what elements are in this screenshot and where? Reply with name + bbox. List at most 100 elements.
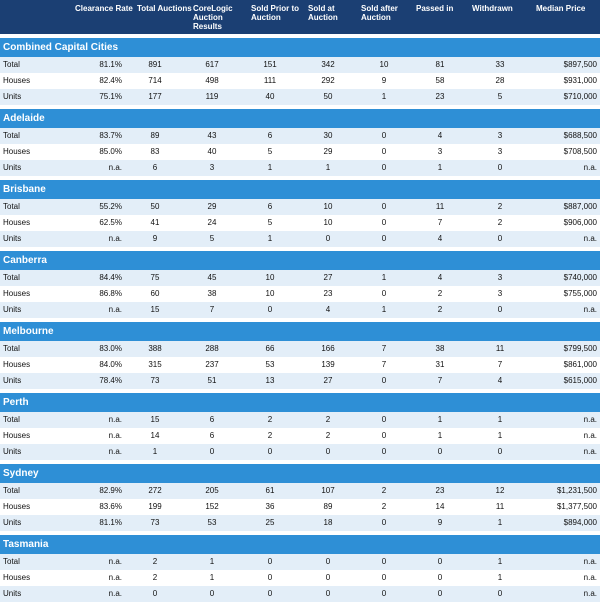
cell-sold-at: 4 xyxy=(325,305,331,314)
cell-sold-prior: 10 xyxy=(265,289,275,298)
cell-sold-after: 0 xyxy=(381,163,387,172)
cell-sold-after: 0 xyxy=(381,202,387,211)
table-row: Houses 82.4% 714 498 111 292 9 58 28 $931,000 xyxy=(0,73,600,89)
cell-clearance-rate: 86.8% xyxy=(99,289,122,298)
cell-clearance-rate: n.a. xyxy=(108,557,122,566)
cell-clearance-rate: 81.1% xyxy=(99,518,122,527)
header-median-price: Median Price xyxy=(536,4,586,13)
cell-sold-at: 0 xyxy=(325,447,331,456)
table-row: Units n.a. 9 5 1 0 0 4 0 n.a. xyxy=(0,231,600,247)
cell-median-price: $906,000 xyxy=(563,218,597,227)
cell-sold-after: 2 xyxy=(381,502,387,511)
region-gap xyxy=(0,247,600,251)
cell-sold-prior: 6 xyxy=(267,131,273,140)
row-label: Units xyxy=(3,234,22,243)
cell-corelogic-results: 40 xyxy=(207,147,217,156)
cell-clearance-rate: n.a. xyxy=(108,431,122,440)
cell-total-auctions: 75 xyxy=(150,273,160,282)
region-heading: Melbourne xyxy=(0,322,600,341)
cell-median-price: n.a. xyxy=(583,447,597,456)
cell-corelogic-results: 1 xyxy=(209,573,215,582)
cell-sold-after: 7 xyxy=(381,344,387,353)
cell-withdrawn: 11 xyxy=(495,344,505,353)
cell-sold-at: 0 xyxy=(325,234,331,243)
cell-sold-after: 0 xyxy=(381,447,387,456)
row-label: Total xyxy=(3,60,20,69)
row-label: Total xyxy=(3,557,20,566)
row-label: Total xyxy=(3,202,20,211)
cell-sold-prior: 0 xyxy=(267,557,273,566)
cell-sold-after: 0 xyxy=(381,376,387,385)
cell-sold-prior: 10 xyxy=(265,273,275,282)
cell-sold-after: 0 xyxy=(381,289,387,298)
cell-corelogic-results: 617 xyxy=(205,60,219,69)
cell-passed-in: 1 xyxy=(437,415,443,424)
cell-median-price: $1,231,500 xyxy=(556,486,597,495)
cell-total-auctions: 714 xyxy=(148,76,162,85)
cell-clearance-rate: n.a. xyxy=(108,415,122,424)
row-label: Houses xyxy=(3,360,31,369)
cell-corelogic-results: 7 xyxy=(209,305,215,314)
cell-sold-after: 0 xyxy=(381,218,387,227)
cell-corelogic-results: 6 xyxy=(209,431,215,440)
cell-corelogic-results: 119 xyxy=(205,92,219,101)
cell-sold-at: 1 xyxy=(325,163,331,172)
cell-clearance-rate: n.a. xyxy=(108,589,122,598)
row-label: Total xyxy=(3,131,20,140)
cell-clearance-rate: 62.5% xyxy=(99,218,122,227)
cell-sold-prior: 0 xyxy=(267,447,273,456)
cell-withdrawn: 12 xyxy=(495,486,505,495)
row-label: Units xyxy=(3,447,22,456)
cell-sold-prior: 151 xyxy=(263,60,277,69)
cell-passed-in: 1 xyxy=(437,163,443,172)
cell-passed-in: 0 xyxy=(437,557,443,566)
cell-sold-prior: 36 xyxy=(265,502,275,511)
cell-median-price: $755,000 xyxy=(563,289,597,298)
table-row: Houses 85.0% 83 40 5 29 0 3 3 $708,500 xyxy=(0,144,600,160)
cell-sold-after: 1 xyxy=(381,92,387,101)
cell-passed-in: 9 xyxy=(437,518,443,527)
cell-passed-in: 0 xyxy=(437,573,443,582)
cell-sold-prior: 6 xyxy=(267,202,273,211)
cell-passed-in: 7 xyxy=(437,218,443,227)
cell-sold-at: 0 xyxy=(325,589,331,598)
row-label: Houses xyxy=(3,76,31,85)
cell-median-price: $710,000 xyxy=(563,92,597,101)
table-row: Total 84.4% 75 45 10 27 1 4 3 $740,000 xyxy=(0,270,600,286)
row-label: Total xyxy=(3,273,20,282)
cell-sold-after: 1 xyxy=(381,305,387,314)
region-gap xyxy=(0,34,600,38)
row-label: Total xyxy=(3,486,20,495)
table-row: Houses 86.8% 60 38 10 23 0 2 3 $755,000 xyxy=(0,286,600,302)
cell-sold-prior: 0 xyxy=(267,589,273,598)
cell-corelogic-results: 38 xyxy=(207,289,217,298)
cell-sold-prior: 25 xyxy=(265,518,275,527)
cell-sold-prior: 1 xyxy=(267,234,273,243)
cell-corelogic-results: 205 xyxy=(205,486,219,495)
table-row: Houses 62.5% 41 24 5 10 0 7 2 $906,000 xyxy=(0,215,600,231)
header-withdrawn: Withdrawn xyxy=(472,4,513,13)
row-label: Houses xyxy=(3,218,31,227)
cell-sold-prior: 53 xyxy=(265,360,275,369)
cell-total-auctions: 2 xyxy=(152,557,158,566)
cell-passed-in: 14 xyxy=(435,502,445,511)
region-gap xyxy=(0,176,600,180)
cell-withdrawn: 3 xyxy=(497,131,503,140)
cell-sold-at: 0 xyxy=(325,573,331,582)
table-row: Units 81.1% 73 53 25 18 0 9 1 $894,000 xyxy=(0,515,600,531)
cell-passed-in: 23 xyxy=(435,486,445,495)
cell-total-auctions: 315 xyxy=(148,360,162,369)
row-label: Houses xyxy=(3,147,31,156)
cell-withdrawn: 0 xyxy=(497,163,503,172)
cell-sold-prior: 61 xyxy=(265,486,275,495)
cell-median-price: $894,000 xyxy=(563,518,597,527)
cell-clearance-rate: 83.7% xyxy=(99,131,122,140)
cell-total-auctions: 891 xyxy=(148,60,162,69)
cell-corelogic-results: 0 xyxy=(209,589,215,598)
region-gap xyxy=(0,531,600,535)
cell-clearance-rate: 82.4% xyxy=(99,76,122,85)
cell-total-auctions: 15 xyxy=(150,415,160,424)
cell-sold-prior: 2 xyxy=(267,415,273,424)
cell-passed-in: 81 xyxy=(435,60,445,69)
cell-median-price: $861,000 xyxy=(563,360,597,369)
